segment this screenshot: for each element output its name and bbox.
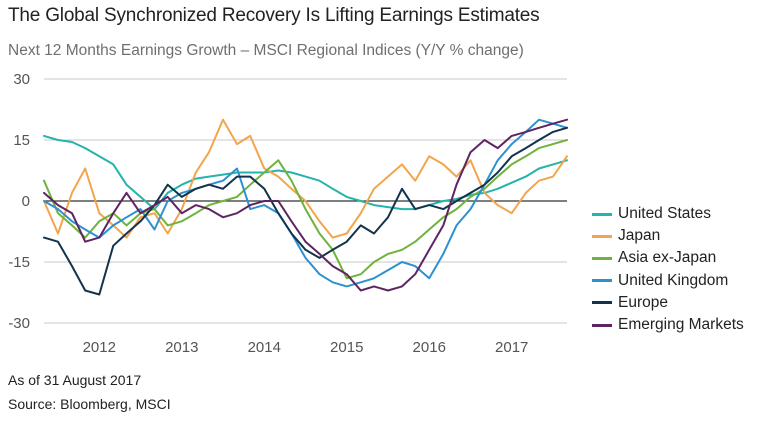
legend-label: United States [618,205,712,223]
y-tick-label: 15 [13,132,30,149]
chart-title: The Global Synchronized Recovery Is Lift… [8,5,540,26]
legend-swatch [592,234,612,238]
series-line-united-kingdom [43,118,568,288]
legend-label: Asia ex-Japan [618,249,717,267]
legend-swatch [592,256,612,260]
chart-legend: United States Japan Asia ex-Japan United Ki… [592,203,744,336]
chart-subtitle: Next 12 Months Earnings Growth – MSCI Re… [8,42,524,59]
legend-swatch [592,279,612,283]
legend-item: Emerging Markets [592,314,744,336]
series-layer [43,118,568,296]
x-tick-label: 2012 [83,339,116,356]
legend-item: United States [592,203,744,225]
legend-label: United Kingdom [618,271,729,289]
x-tick-label: 2017 [495,339,528,356]
x-tick-label: 2015 [330,339,363,356]
legend-swatch [592,323,612,327]
legend-label: Europe [618,293,668,311]
as-of-note: As of 31 August 2017 [8,372,142,388]
legend-label: Japan [618,227,661,245]
y-tick-label: 0 [22,193,30,210]
x-tick-label: 2016 [413,339,446,356]
axis-layer: 30 15 0 -15 -30 2012 2013 2014 2015 2016 2017 [8,71,528,356]
legend-swatch [592,301,612,305]
source-note: Source: Bloomberg, MSCI [8,396,171,412]
series-line-europe [43,126,568,296]
legend-swatch [592,212,612,216]
x-tick-label: 2013 [165,339,198,356]
y-tick-label: 30 [13,71,30,88]
series-line-emerging-markets [43,118,568,292]
legend-item: Japan [592,225,744,247]
series-line-japan [43,118,568,239]
legend-item: Asia ex-Japan [592,247,744,269]
legend-item: United Kingdom [592,270,744,292]
legend-item: Europe [592,292,744,314]
y-tick-label: -15 [8,254,30,271]
y-tick-label: -30 [8,315,30,332]
x-tick-label: 2014 [248,339,281,356]
legend-label: Emerging Markets [618,316,744,334]
